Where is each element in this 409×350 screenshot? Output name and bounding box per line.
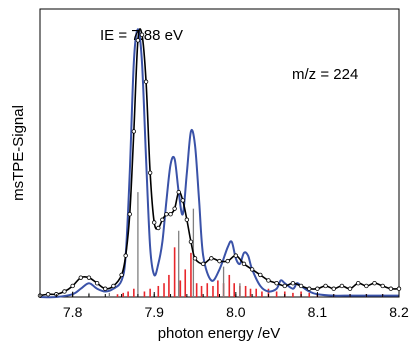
data-point: [94, 281, 100, 286]
data-point: [249, 267, 255, 272]
y-axis-label: msTPE-Signal: [10, 105, 27, 201]
data-point: [152, 220, 157, 225]
plot-frame: [39, 8, 400, 298]
data-point: [131, 129, 137, 134]
data-point: [119, 272, 124, 278]
data-point: [372, 281, 377, 286]
x-tick-label: 7.9: [144, 304, 164, 320]
data-point: [200, 261, 206, 267]
data-point: [380, 283, 385, 289]
x-axis-label: photon energy /eV: [158, 325, 281, 342]
data-point: [258, 272, 263, 278]
data-point: [70, 283, 75, 289]
data-point: [45, 292, 51, 297]
data-point: [356, 281, 361, 286]
data-point: [168, 211, 173, 217]
data-point: [225, 258, 230, 264]
data-point: [388, 286, 394, 291]
data-point: [323, 283, 328, 289]
annotation-mz: m/z = 224: [292, 66, 358, 83]
data-point: [290, 281, 296, 286]
data-point: [396, 286, 402, 291]
data-point: [180, 198, 185, 203]
data-point: [103, 286, 108, 291]
data-point: [282, 283, 287, 289]
data-point: [315, 286, 320, 291]
annotation-ie: IE = 7.88 eV: [100, 27, 183, 44]
data-point: [307, 286, 312, 291]
data-point: [135, 38, 141, 43]
data-point: [156, 225, 161, 231]
data-point: [172, 206, 177, 211]
data-point: [209, 256, 214, 261]
data-point: [192, 256, 198, 261]
data-point: [233, 253, 239, 258]
data-point: [78, 275, 83, 280]
data-point: [184, 217, 190, 222]
x-tick-label: 7.8: [63, 304, 83, 320]
x-tick-label: 8.2: [389, 304, 409, 320]
data-point: [86, 275, 92, 280]
x-tick-label: 8.1: [308, 304, 328, 320]
data-point: [164, 211, 169, 217]
x-tick-label: 8.0: [226, 304, 246, 320]
data-point: [147, 170, 153, 175]
data-point: [176, 189, 181, 195]
data-point: [123, 253, 128, 258]
data-point: [274, 281, 279, 286]
series-lines: [37, 28, 402, 299]
stick-spectrum: [71, 192, 384, 297]
data-point: [217, 258, 222, 264]
data-point: [143, 79, 149, 84]
data-point: [62, 289, 67, 294]
data-point: [298, 283, 304, 289]
data-point: [241, 261, 247, 267]
data-point: [111, 283, 116, 289]
x-ticks: 7.8 7.9 8.0 8.1 8.2: [39, 292, 409, 320]
data-point: [266, 278, 271, 283]
data-point: [364, 283, 369, 289]
data-point: [127, 211, 132, 217]
data-point: [339, 283, 345, 289]
data-point: [347, 286, 353, 291]
data-point: [188, 239, 194, 244]
data-point: [331, 286, 336, 291]
data-point: [139, 32, 145, 37]
data-point: [160, 217, 165, 222]
